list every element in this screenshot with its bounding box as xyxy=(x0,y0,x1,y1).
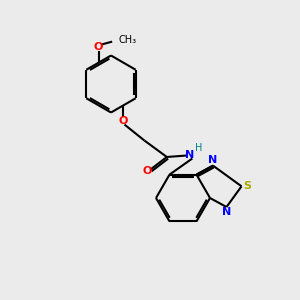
Text: O: O xyxy=(142,167,152,176)
Text: N: N xyxy=(185,151,194,160)
Text: S: S xyxy=(243,181,251,191)
Text: N: N xyxy=(222,207,231,218)
Text: O: O xyxy=(119,116,128,126)
Text: H: H xyxy=(195,143,202,153)
Text: N: N xyxy=(208,155,217,165)
Text: O: O xyxy=(94,42,103,52)
Text: CH₃: CH₃ xyxy=(119,35,137,45)
